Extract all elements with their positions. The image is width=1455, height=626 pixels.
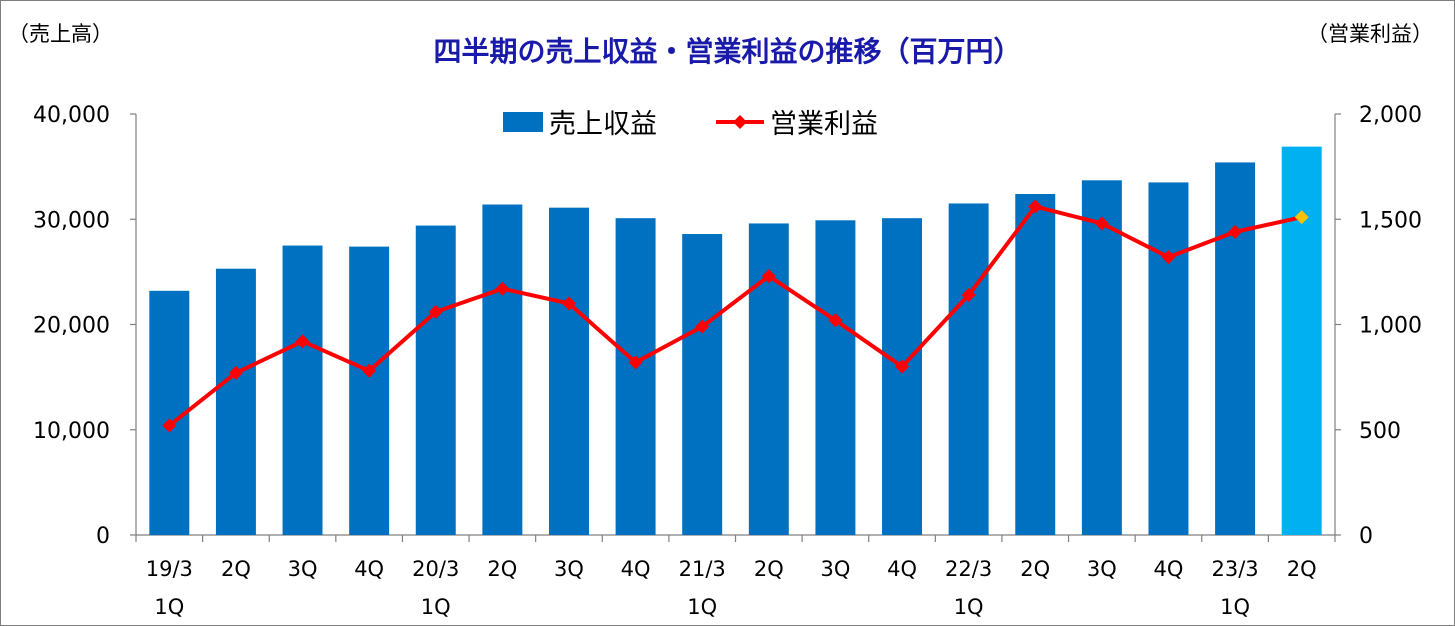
revenue-bar [615, 218, 656, 535]
x-tick-label: 4Q [887, 557, 917, 581]
revenue-bar [1215, 162, 1256, 536]
x-tick-label-sub: 1Q [1220, 595, 1250, 619]
left-tick-label: 0 [96, 524, 110, 549]
x-tick-label: 4Q [1154, 557, 1184, 581]
x-tick-label: 2Q [487, 557, 517, 581]
operating-profit-marker [228, 365, 243, 380]
legend-swatch-revenue [503, 112, 543, 132]
revenue-bar [548, 207, 589, 536]
revenue-bar [1281, 146, 1322, 535]
operating-profit-marker [828, 313, 843, 328]
revenue-bar [215, 268, 256, 535]
operating-profit-marker [1294, 210, 1309, 225]
x-tick-label: 4Q [354, 557, 384, 581]
left-tick-label: 30,000 [33, 208, 110, 233]
operating-profit-marker [362, 363, 377, 378]
x-tick-label: 22/3 [945, 557, 992, 581]
x-tick-label: 4Q [621, 557, 651, 581]
revenue-bar [1015, 193, 1056, 536]
revenue-bar [282, 245, 323, 535]
left-axis-unit-label: （売上高） [8, 22, 113, 46]
operating-profit-marker [495, 281, 510, 296]
revenue-bar [482, 204, 523, 535]
x-tick-label: 23/3 [1211, 557, 1258, 581]
operating-profit-marker [428, 304, 443, 319]
legend-label-profit: 営業利益 [770, 109, 878, 140]
legend-label-revenue: 売上収益 [549, 109, 657, 140]
x-tick-label-sub: 1Q [954, 595, 984, 619]
revenue-bar [682, 233, 723, 536]
x-tick-label: 19/3 [146, 557, 193, 581]
x-tick-label: 21/3 [679, 557, 726, 581]
right-axis-unit-label: （営業利益） [1307, 22, 1433, 46]
right-tick-label: 1,500 [1359, 208, 1422, 233]
operating-profit-marker [628, 355, 643, 370]
x-tick-label-sub: 1Q [421, 595, 451, 619]
x-tick-label: 2Q [1287, 557, 1317, 581]
chart-title: 四半期の売上収益・営業利益の推移（百万円） [433, 35, 1022, 68]
revenue-bar [948, 203, 989, 535]
operating-profit-marker [561, 296, 576, 311]
x-tick-label: 2Q [1020, 557, 1050, 581]
operating-profit-line [168, 204, 1303, 428]
right-tick-label: 2,000 [1359, 103, 1422, 128]
legend-swatch-profit-marker [733, 115, 747, 129]
x-tick-label: 20/3 [412, 557, 459, 581]
revenue-bar [882, 218, 923, 535]
x-tick-label: 2Q [754, 557, 784, 581]
x-tick-label: 3Q [1087, 557, 1117, 581]
revenue-bar [1148, 182, 1189, 535]
x-tick-label: 3Q [554, 557, 584, 581]
operating-profit-marker [162, 418, 177, 433]
operating-profit-marker [961, 288, 976, 303]
x-tick-label-sub: 1Q [154, 595, 184, 619]
left-tick-label: 20,000 [33, 314, 110, 339]
right-tick-label: 0 [1359, 524, 1373, 549]
revenue-bar [415, 225, 456, 535]
left-tick-label: 40,000 [33, 103, 110, 128]
operating-profit-marker [1161, 250, 1176, 265]
x-tick-label: 2Q [221, 557, 251, 581]
x-tick-label: 3Q [288, 557, 318, 581]
revenue-bar [815, 220, 856, 536]
operating-profit-marker [895, 359, 910, 374]
operating-profit-marker [1094, 216, 1109, 231]
left-tick-label: 10,000 [33, 419, 110, 444]
revenue-bar [1081, 180, 1122, 535]
right-tick-label: 1,000 [1359, 314, 1422, 339]
right-tick-label: 500 [1359, 419, 1401, 444]
operating-profit-marker [695, 319, 710, 334]
revenue-bar [349, 246, 390, 536]
operating-profit-marker [1228, 224, 1243, 239]
operating-profit-marker [295, 334, 310, 349]
x-tick-label: 3Q [820, 557, 850, 581]
x-tick-label-sub: 1Q [687, 595, 717, 619]
operating-profit-marker [1028, 199, 1043, 214]
operating-profit-marker [761, 269, 776, 284]
